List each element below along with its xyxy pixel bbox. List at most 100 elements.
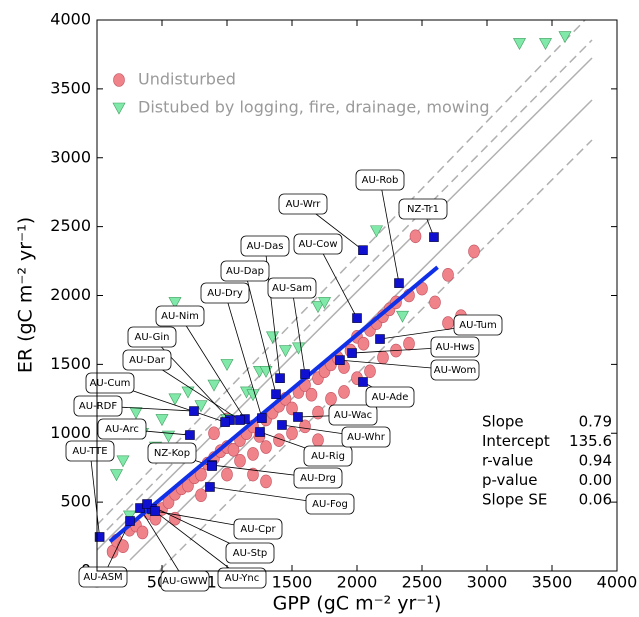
stat-value: 0.06	[579, 491, 612, 509]
label-box	[97, 418, 147, 440]
point	[260, 474, 272, 489]
site-marker	[150, 506, 160, 516]
point	[291, 342, 306, 355]
legend-marker	[112, 102, 126, 115]
site-marker	[220, 417, 230, 427]
label-box	[122, 349, 172, 371]
label-box	[341, 426, 391, 448]
leader-line	[89, 450, 100, 538]
label-box	[453, 314, 503, 336]
point	[364, 364, 376, 379]
site-label: AU-Nim	[161, 311, 199, 322]
point	[117, 539, 129, 554]
site-marker	[205, 482, 215, 492]
site-marker	[277, 420, 287, 430]
site-marker	[375, 334, 385, 344]
site-label: AU-Das	[247, 241, 284, 252]
point	[558, 31, 572, 44]
stat-value: 0.79	[579, 413, 612, 431]
site-label: AU-Cow	[298, 239, 337, 250]
point	[429, 295, 441, 310]
fit-line	[108, 265, 439, 543]
site-label: AU-Cpr	[240, 524, 276, 535]
y-tick-label: 500	[60, 492, 91, 511]
label-box	[155, 305, 205, 327]
site-marker	[275, 373, 285, 383]
x-tick-label: 1500	[272, 573, 313, 592]
point	[273, 433, 285, 447]
label-box	[293, 233, 343, 255]
label-box	[398, 198, 448, 220]
point	[403, 336, 415, 351]
site-label: AU-Ync	[225, 573, 260, 584]
label-box	[278, 193, 328, 215]
site-label: AU-Gin	[135, 332, 170, 343]
site-label: AU-Whr	[347, 432, 386, 443]
site-label: AU-Arc	[105, 424, 139, 435]
site-label: AU-ASM	[83, 572, 122, 583]
site-label: AU-Dar	[129, 355, 166, 366]
leader-line	[139, 507, 186, 582]
x-tick-label: 2500	[402, 573, 443, 592]
site-marker	[271, 389, 281, 399]
site-marker	[358, 245, 368, 255]
label-box	[293, 467, 343, 489]
y-axis-label: ER (gC m⁻² yr⁻¹)	[15, 217, 37, 373]
point	[136, 525, 149, 540]
label-box	[217, 567, 267, 589]
x-axis-label: GPP (gC m⁻² yr⁻¹)	[273, 593, 442, 615]
site-label: AU-Cum	[90, 378, 131, 389]
plot-frame	[96, 19, 618, 572]
label-box	[147, 442, 197, 464]
point	[312, 433, 324, 447]
x-tick-label: 3000	[467, 573, 508, 592]
site-marker	[358, 377, 368, 387]
label-box	[85, 372, 135, 394]
point	[409, 229, 422, 244]
stat-value: 0.00	[579, 471, 612, 489]
band-line	[159, 139, 593, 571]
site-label: AU-Drg	[300, 473, 336, 484]
point	[265, 331, 280, 344]
point	[246, 389, 260, 402]
label-box	[365, 386, 415, 408]
site-label: AU-Wrr	[286, 199, 322, 210]
site-marker	[257, 413, 267, 423]
label-box	[328, 404, 378, 426]
site-marker	[235, 415, 245, 425]
site-label: AU-Hws	[436, 342, 475, 353]
point	[286, 426, 298, 441]
stat-label: Intercept	[482, 432, 550, 450]
site-marker	[347, 348, 357, 358]
label-box	[233, 518, 283, 540]
label-box	[430, 336, 480, 358]
point	[317, 297, 332, 310]
site-marker	[207, 461, 217, 471]
y-tick-label: 4000	[50, 10, 91, 29]
point	[442, 316, 454, 330]
site-label: AU-Wac	[334, 410, 372, 421]
leader-line	[244, 270, 277, 395]
leader-line	[317, 243, 358, 319]
site-marker	[125, 516, 135, 526]
point	[168, 393, 182, 406]
point	[278, 345, 293, 358]
point	[299, 419, 311, 434]
point	[208, 426, 220, 441]
site-marker	[293, 412, 303, 422]
point	[259, 365, 273, 378]
site-label: NZ-Tr1	[407, 204, 439, 215]
point	[312, 405, 324, 420]
stat-value: 135.6	[569, 432, 612, 450]
stat-value: 0.94	[579, 452, 612, 470]
point	[357, 336, 370, 351]
leader-line	[151, 508, 243, 579]
point	[325, 392, 337, 406]
site-labels: AU-TTE AU-ASM AU-GWW AU-Ync AU-Stp AU-Cpr AU-F…	[65, 169, 503, 592]
point	[195, 467, 207, 482]
point	[369, 225, 384, 238]
point	[468, 244, 480, 259]
legend-marker	[113, 73, 125, 87]
site-label: AU-RDF	[79, 401, 117, 412]
